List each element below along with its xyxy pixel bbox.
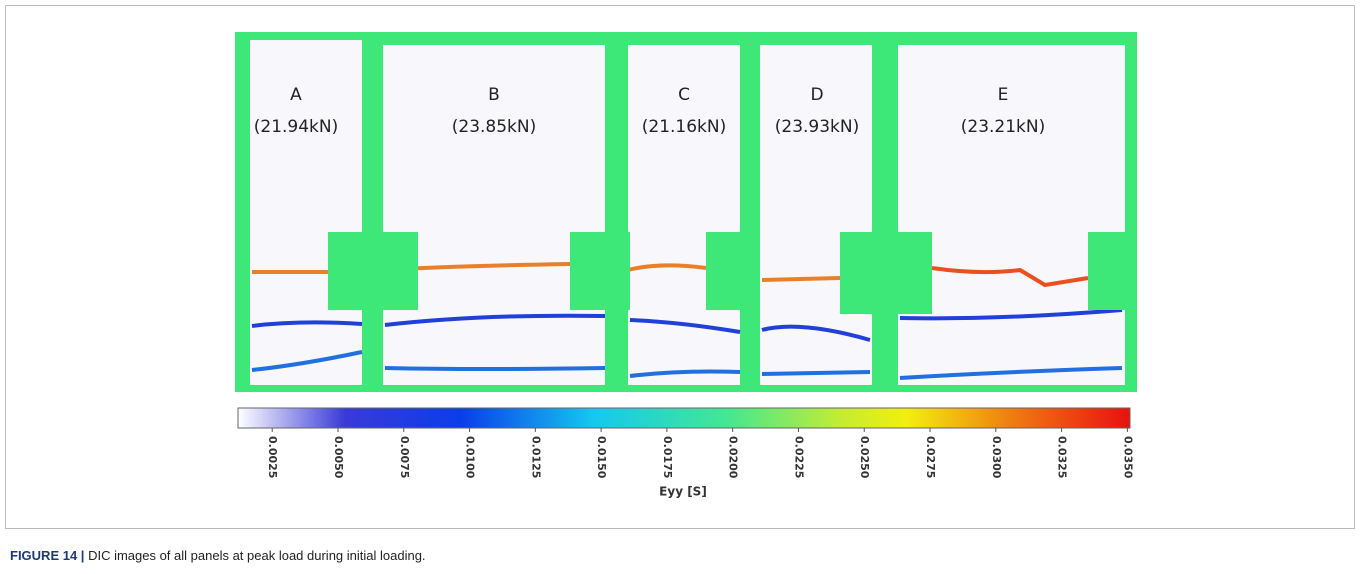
colorbar-label: Eyy [S] <box>659 485 707 499</box>
panel-load: (21.16kN) <box>642 117 727 137</box>
tick-label: 0.0150 <box>595 436 608 479</box>
frame <box>5 5 1355 529</box>
tick-label: 0.0250 <box>858 436 871 479</box>
tick-label: 0.0325 <box>1056 436 1069 478</box>
tick-label: 0.0200 <box>727 436 740 479</box>
panel-load: (23.21kN) <box>961 117 1046 137</box>
colorbar <box>237 407 1131 429</box>
panel-letter: D <box>810 85 823 105</box>
tick-label: 0.0125 <box>529 436 542 478</box>
panel-letter: E <box>998 85 1009 105</box>
panel-load: (23.93kN) <box>775 117 860 137</box>
tick-label: 0.0275 <box>924 436 937 478</box>
caption: FIGURE 14 | DIC images of all panels at … <box>10 548 426 563</box>
tick-label: 0.0025 <box>266 436 279 478</box>
tick-label: 0.0300 <box>990 436 1003 479</box>
panel-letter: A <box>290 85 302 105</box>
panel-letter: B <box>488 85 500 105</box>
panel-load: (21.94kN) <box>254 117 339 137</box>
caption-text: DIC images of all panels at peak load du… <box>88 548 425 563</box>
caption-label: FIGURE 14 | <box>10 548 84 563</box>
tick-label: 0.0225 <box>792 436 805 478</box>
tick-label: 0.0175 <box>661 436 674 478</box>
tick-label: 0.0050 <box>332 436 345 479</box>
panel-letter: C <box>678 85 690 105</box>
dic-image <box>235 32 1137 392</box>
tick-label: 0.0350 <box>1121 436 1134 479</box>
tick-label: 0.0100 <box>464 436 477 479</box>
panel-load: (23.85kN) <box>452 117 537 137</box>
tick-label: 0.0075 <box>398 436 411 478</box>
